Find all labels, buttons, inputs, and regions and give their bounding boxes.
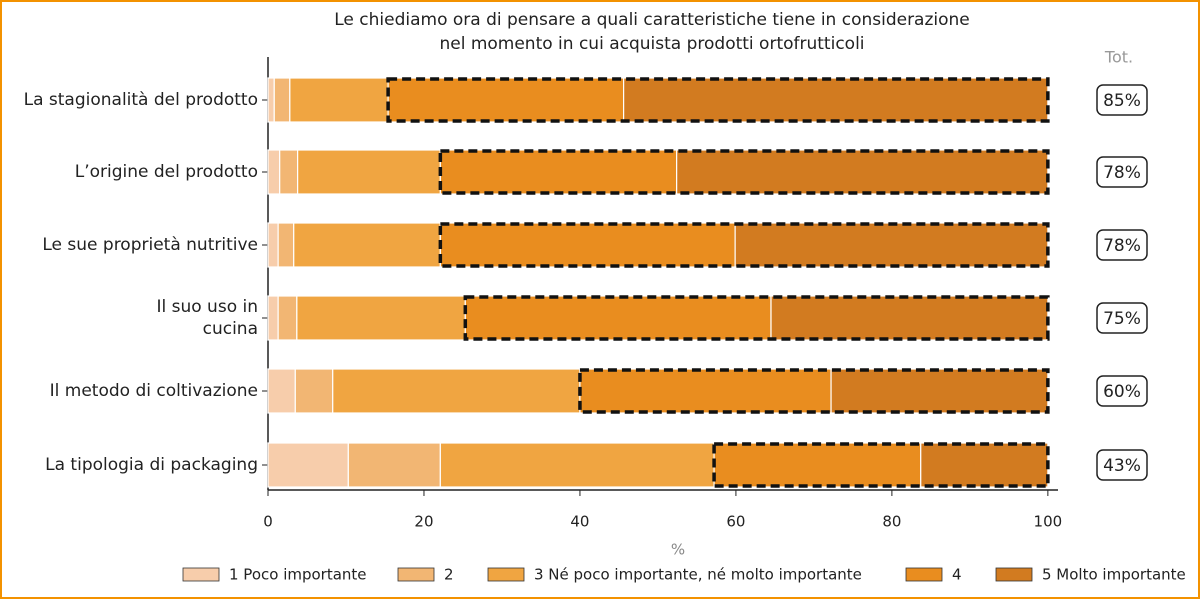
bar-segment	[267, 442, 349, 488]
bar-segment	[267, 368, 296, 414]
y-tick-label: Il suo uso in cucina	[156, 297, 258, 339]
total-box	[1096, 375, 1148, 407]
legend-label: 1 Poco importante	[229, 566, 367, 584]
y-tick-label: Il metodo di coltivazione	[49, 381, 258, 401]
highlight-box	[438, 222, 1050, 268]
bar-segment	[267, 222, 279, 268]
bar-segment	[920, 442, 1049, 488]
bar-segment	[713, 442, 922, 488]
legend-swatch	[995, 567, 1033, 582]
legend-swatch	[905, 567, 943, 582]
total-label: 78%	[1103, 163, 1141, 183]
bar-segment	[439, 442, 715, 488]
bar-segment	[439, 149, 678, 195]
total-box	[1096, 84, 1148, 116]
bar-segment	[294, 368, 334, 414]
x-tick-label: 100	[1034, 513, 1063, 531]
bar-segment	[623, 77, 1049, 123]
bar-segment	[332, 368, 581, 414]
bar-segment	[439, 222, 736, 268]
y-tick-label: L’origine del prodotto	[74, 162, 258, 182]
total-label: 43%	[1103, 456, 1141, 476]
total-label: 85%	[1103, 91, 1141, 111]
total-label: 60%	[1103, 382, 1141, 402]
total-box	[1096, 229, 1148, 261]
x-axis-label: %	[671, 541, 685, 559]
totals-title: Tot.	[1104, 48, 1133, 67]
bar-segment	[347, 442, 441, 488]
bar-segment	[289, 77, 389, 123]
bar-segment	[387, 77, 625, 123]
bar-segment	[267, 295, 279, 341]
highlight-box	[578, 368, 1050, 414]
highlight-box	[386, 77, 1050, 123]
legend-swatch	[397, 567, 435, 582]
bar-segment	[279, 149, 299, 195]
total-box	[1096, 156, 1148, 188]
bar-segment	[734, 222, 1049, 268]
legend-label: 3 Né poco importante, né molto important…	[534, 566, 862, 584]
highlight-box	[463, 295, 1050, 341]
legend-label: 5 Molto importante	[1042, 566, 1186, 584]
bar-segment	[277, 295, 298, 341]
bar-segment	[579, 368, 832, 414]
x-tick-label: 60	[726, 513, 745, 531]
chart-title: Le chiediamo ora di pensare a quali cara…	[334, 10, 970, 54]
legend-label: 4	[952, 566, 962, 584]
bar-segment	[297, 149, 441, 195]
y-tick-label: La stagionalità del prodotto	[23, 90, 258, 110]
bar-segment	[770, 295, 1049, 341]
bar-segment	[296, 295, 466, 341]
legend-swatch	[182, 567, 220, 582]
x-tick-label: 20	[414, 513, 433, 531]
total-box	[1096, 302, 1148, 334]
x-tick-label: 0	[263, 513, 273, 531]
bar-segment	[267, 149, 281, 195]
total-box	[1096, 449, 1148, 481]
bar-segment	[830, 368, 1049, 414]
highlight-box	[712, 442, 1050, 488]
bar-segment	[273, 77, 291, 123]
legend-swatch	[487, 567, 525, 582]
x-tick-label: 40	[570, 513, 589, 531]
bar-segment	[464, 295, 772, 341]
bar-segment	[676, 149, 1049, 195]
y-tick-label: Le sue proprietà nutritive	[42, 235, 258, 255]
total-label: 78%	[1103, 236, 1141, 256]
highlight-box	[438, 149, 1050, 195]
bar-segment	[277, 222, 295, 268]
x-tick-label: 80	[882, 513, 901, 531]
bar-segment	[293, 222, 441, 268]
legend-label: 2	[444, 566, 454, 584]
total-label: 75%	[1103, 309, 1141, 329]
bar-segment	[267, 77, 275, 123]
y-tick-label: La tipologia di packaging	[45, 455, 258, 475]
